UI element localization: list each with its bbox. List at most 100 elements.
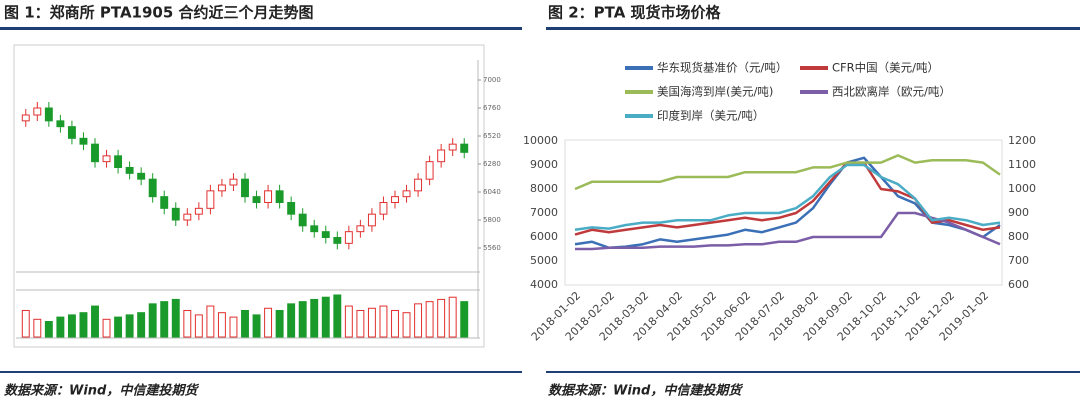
volume-bar <box>137 312 146 338</box>
volume-bar <box>356 309 365 338</box>
volume-bar <box>56 316 65 338</box>
volume-bar <box>171 298 180 338</box>
y2-tick-label: 1100 <box>1008 158 1036 171</box>
volume-bar <box>21 309 30 338</box>
volume-bar <box>229 316 238 338</box>
volume-bar <box>252 314 261 338</box>
y2-tick-label: 1000 <box>1008 182 1036 195</box>
volume-bar <box>217 312 226 338</box>
legend-label: 美国海湾到岸(美元/吨) <box>657 85 773 99</box>
y-tick-label: 6280 <box>483 160 501 168</box>
y-tick-label: 6760 <box>483 104 501 112</box>
figure-title: 图 2：PTA 现货市场价格 <box>548 4 722 22</box>
y-tick-label: 6520 <box>483 132 501 140</box>
volume-bar <box>425 301 434 338</box>
candle-body <box>56 120 65 128</box>
candle-body <box>217 184 226 192</box>
rule <box>0 27 522 30</box>
y-tick-label: 8000 <box>530 182 558 195</box>
y-tick-label: 6000 <box>530 230 558 243</box>
series-line <box>574 163 1001 232</box>
legend-label: 华东现货基准价（元/吨） <box>657 61 787 75</box>
candle-body <box>229 178 238 186</box>
candle-body <box>252 196 261 204</box>
y-tick-label: 9000 <box>530 158 558 171</box>
rule <box>0 371 522 373</box>
y2-tick-label: 700 <box>1008 254 1029 267</box>
volume-bar <box>333 294 342 338</box>
volume-bar <box>275 309 284 338</box>
volume-bar <box>321 296 330 338</box>
rule <box>546 27 1080 30</box>
volume-bar <box>125 314 134 338</box>
volume-bar <box>448 296 457 338</box>
y-tick-label: 6040 <box>483 188 501 196</box>
candle-body <box>183 213 192 221</box>
volume-bar <box>264 307 273 338</box>
volume-bar <box>298 301 307 338</box>
figure-title: 图 1：郑商所 PTA1905 合约近三个月走势图 <box>4 4 314 22</box>
volume-bar <box>206 305 215 338</box>
volume-bar <box>287 303 296 338</box>
volume-bar <box>367 307 376 338</box>
volume-bar <box>102 318 111 338</box>
candle-body <box>241 178 249 198</box>
volume-bar <box>114 316 123 338</box>
candle-body <box>344 231 353 244</box>
y2-tick-label: 800 <box>1008 230 1029 243</box>
candle-body <box>21 114 30 122</box>
candle-body <box>298 213 307 227</box>
candle-body <box>367 213 376 227</box>
candle-body <box>321 231 330 239</box>
y-tick-label: 5800 <box>483 216 501 224</box>
candle-body <box>171 207 180 221</box>
candle-body <box>275 190 284 203</box>
candle-body <box>310 225 319 233</box>
source: 数据来源：Wind，中信建投期货 <box>4 383 199 399</box>
volume-bar <box>344 305 353 338</box>
candle-body <box>67 126 76 139</box>
candle-body <box>391 196 399 204</box>
candle-body <box>402 190 411 198</box>
series-line <box>574 154 1001 191</box>
plot-frame <box>564 139 1003 286</box>
y2-tick-label: 900 <box>1008 206 1029 219</box>
candle-body <box>148 178 157 198</box>
volume-bar <box>160 301 169 338</box>
candle-body <box>125 167 134 174</box>
volume-bar <box>460 301 469 338</box>
volume-bar <box>310 298 319 338</box>
candle-body <box>448 143 457 151</box>
y-tick-label: 4000 <box>530 278 558 291</box>
candle-body <box>137 172 146 180</box>
candle-body <box>79 137 88 145</box>
volume-bar <box>148 303 157 338</box>
candle-body <box>114 155 123 168</box>
source: 数据来源：Wind，中信建投期货 <box>548 383 743 399</box>
volume-bar <box>44 321 53 338</box>
volume-bar <box>91 305 99 338</box>
volume-bar <box>33 318 42 338</box>
candle-body <box>333 237 342 244</box>
y-tick-label: 5000 <box>530 254 558 267</box>
candle-body <box>356 225 365 233</box>
volume-bar <box>183 309 192 338</box>
volume-bar <box>194 314 203 338</box>
candle-body <box>194 207 203 215</box>
y-tick-label: 5560 <box>483 244 501 252</box>
volume-bar <box>79 312 88 338</box>
volume-bar <box>67 314 76 338</box>
candle-body <box>414 178 423 192</box>
volume-bar <box>414 303 423 338</box>
candle-body <box>379 202 388 215</box>
legend-label: CFR中国（美元/吨） <box>832 61 939 75</box>
volume-bar <box>391 309 399 338</box>
volume-bar <box>379 305 388 338</box>
volume-bar <box>437 298 446 338</box>
candle-body <box>160 196 169 209</box>
volume-bar <box>402 312 411 338</box>
candle-body <box>33 107 42 116</box>
candle-body <box>460 143 469 153</box>
legend-label: 西北欧离岸（欧元/吨） <box>832 85 951 99</box>
y2-tick-label: 600 <box>1008 278 1029 291</box>
